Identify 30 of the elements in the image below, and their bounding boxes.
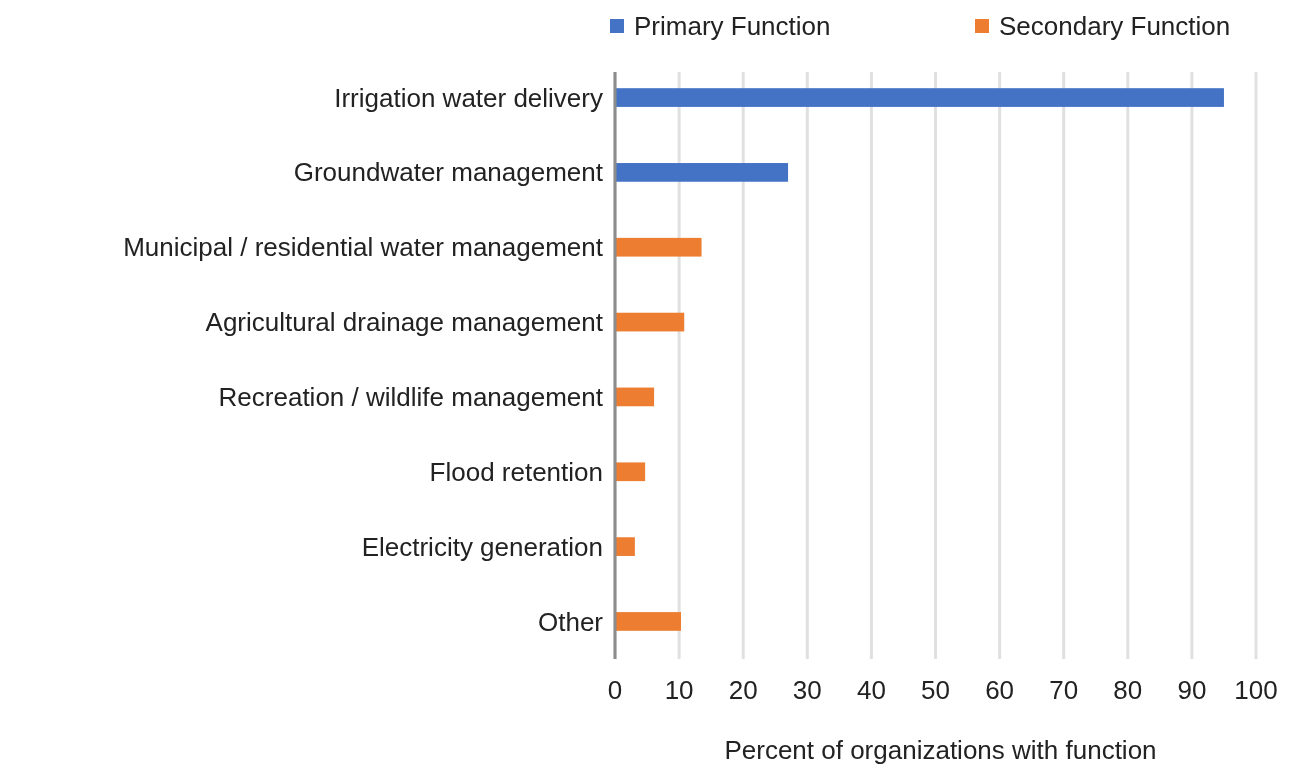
x-tick-label: 30 — [792, 675, 822, 705]
legend-label: Primary Function — [634, 11, 831, 42]
bar — [615, 163, 789, 182]
bar — [615, 462, 646, 482]
bar — [615, 537, 635, 556]
x-tick-label: 50 — [921, 675, 950, 705]
y-tick-label: Groundwater management — [293, 157, 604, 188]
y-tick-label: Irrigation water delivery — [334, 82, 603, 113]
x-tick-label: 20 — [728, 675, 758, 705]
legend-label: Secondary Function — [999, 11, 1231, 42]
x-tick-label: 40 — [856, 675, 886, 705]
x-tick-label: 60 — [985, 675, 1015, 705]
y-tick-label: Recreation / wildlife management — [218, 382, 604, 413]
bar — [615, 237, 702, 257]
bar — [615, 612, 682, 631]
y-tick-label: Other — [537, 606, 604, 637]
bar — [615, 312, 685, 332]
x-axis-title: Percent of organizations with function — [724, 735, 1157, 765]
x-tick-label: 10 — [664, 675, 694, 705]
x-tick-label: 70 — [1049, 675, 1079, 705]
x-tick-label: 0 — [607, 675, 623, 705]
y-tick-label: Flood retention — [429, 456, 603, 487]
y-tick-label: Electricity generation — [361, 531, 603, 562]
x-tick-label: 100 — [1234, 675, 1278, 705]
x-tick-label: 90 — [1177, 675, 1207, 705]
bar — [615, 88, 1224, 107]
y-tick-label: Agricultural drainage management — [205, 307, 604, 338]
bar — [615, 387, 655, 407]
y-tick-label: Municipal / residential water management — [123, 232, 604, 263]
x-tick-label: 80 — [1113, 675, 1143, 705]
